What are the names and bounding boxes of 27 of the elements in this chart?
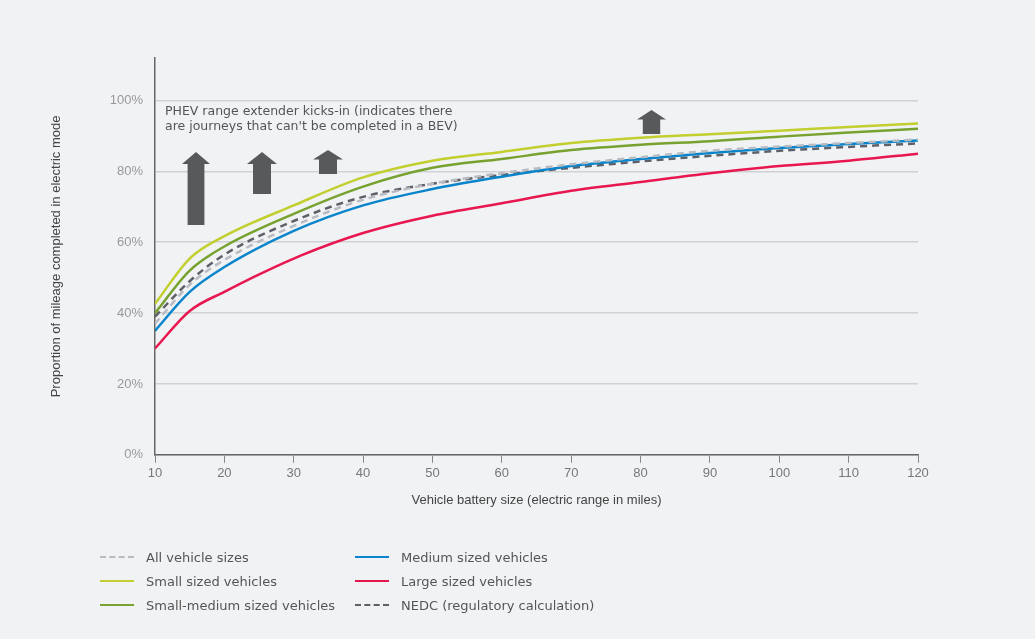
x-tick-label: 80 [633,465,648,481]
x-tick-label: 70 [563,465,579,481]
x-tick-label: 20 [217,465,232,481]
y-tick-label: 0% [124,446,144,462]
y-tick-label: 100% [109,92,144,108]
x-tick-label: 100 [768,465,791,481]
y-tick-label: 20% [116,375,144,391]
x-tick-label: 60 [494,465,510,481]
x-tick-label: 30 [286,465,301,481]
y-axis-title: Proportion of mileage completed in electric mode [48,115,64,398]
legend-label: Large sized vehicles [401,573,533,589]
annotation: PHEV range extender kicks-in (indicates there are journeys that can't be completed in a BEV) [165,103,458,134]
x-tick-label: 120 [907,465,929,481]
y-tick-label: 40% [116,304,144,320]
legend-label: All vehicle sizes [146,549,249,565]
x-tick-label: 10 [147,465,163,481]
x-axis-title: Vehicle battery size (electric range in miles) [411,491,662,507]
legend-label: Small sized vehicles [146,573,277,589]
x-tick-label: 40 [355,465,371,481]
y-tick-label: 60% [116,233,144,249]
y-tick-label: 80% [116,162,144,178]
legend-label: Small-medium sized vehicles [146,597,336,613]
x-tick-label: 50 [425,465,440,481]
legend-label: NEDC (regulatory calculation) [401,597,595,613]
x-tick-label: 110 [838,465,859,481]
x-tick-label: 90 [702,465,718,481]
legend-label: Medium sized vehicles [401,549,548,565]
